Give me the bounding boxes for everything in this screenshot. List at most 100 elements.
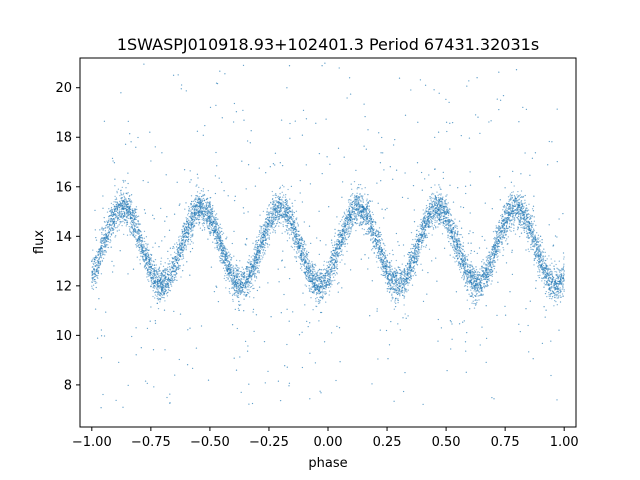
data-point xyxy=(201,218,203,221)
data-point xyxy=(291,209,293,211)
data-point xyxy=(536,250,538,252)
data-point xyxy=(313,273,315,275)
data-point xyxy=(410,248,412,250)
data-point xyxy=(286,225,289,227)
data-point xyxy=(146,244,148,246)
data-point xyxy=(428,223,430,225)
data-point xyxy=(556,267,558,269)
data-point xyxy=(417,244,419,247)
data-point xyxy=(256,247,259,250)
data-point xyxy=(141,238,144,240)
data-point xyxy=(334,270,336,272)
data-point xyxy=(429,215,431,218)
data-point xyxy=(395,287,397,289)
data-point xyxy=(208,231,210,233)
data-point xyxy=(155,264,157,266)
data-point xyxy=(285,229,288,231)
data-point xyxy=(158,287,160,289)
data-point xyxy=(426,215,428,217)
data-point xyxy=(537,234,540,236)
data-point xyxy=(494,236,496,239)
data-point xyxy=(434,218,436,220)
data-point xyxy=(190,234,192,236)
data-point xyxy=(147,253,149,255)
data-point xyxy=(509,229,511,231)
data-point xyxy=(359,221,362,223)
data-point xyxy=(343,229,345,232)
data-point xyxy=(152,270,154,273)
data-point xyxy=(94,281,97,283)
data-point xyxy=(417,247,420,249)
data-point xyxy=(321,277,323,279)
data-point xyxy=(380,273,382,276)
data-point xyxy=(559,275,561,277)
data-point xyxy=(463,275,465,277)
data-point xyxy=(110,234,113,236)
data-point xyxy=(407,284,409,286)
data-point xyxy=(472,293,474,295)
data-point xyxy=(108,208,110,210)
data-point xyxy=(341,253,343,256)
data-point xyxy=(381,239,384,241)
data-point xyxy=(473,290,475,292)
data-point xyxy=(401,273,403,276)
data-point xyxy=(216,248,218,250)
data-point xyxy=(183,247,186,249)
data-point xyxy=(563,263,565,265)
data-point xyxy=(254,280,256,282)
data-point xyxy=(523,202,525,205)
data-point xyxy=(140,249,143,251)
data-point xyxy=(320,273,322,276)
data-point xyxy=(550,279,553,281)
data-point xyxy=(455,224,457,226)
data-point xyxy=(234,294,236,296)
data-point xyxy=(418,250,420,252)
data-point xyxy=(117,225,119,227)
data-point xyxy=(456,227,458,230)
data-point xyxy=(562,285,564,287)
data-point xyxy=(356,188,358,190)
data-point xyxy=(557,292,559,294)
data-point xyxy=(350,229,352,231)
data-point xyxy=(164,285,167,288)
data-point xyxy=(187,222,189,225)
data-point xyxy=(496,238,498,241)
data-point xyxy=(136,208,138,211)
data-point xyxy=(499,235,501,237)
data-point xyxy=(518,211,520,213)
data-point xyxy=(209,234,211,236)
data-point xyxy=(163,269,166,272)
data-point xyxy=(466,279,468,281)
data-point xyxy=(230,263,232,266)
data-point xyxy=(125,199,127,202)
data-point xyxy=(472,300,474,302)
data-point xyxy=(542,258,545,260)
data-point xyxy=(551,272,553,274)
data-point xyxy=(554,296,556,299)
data-point xyxy=(258,235,260,238)
data-point xyxy=(403,292,405,294)
data-point xyxy=(293,231,295,233)
data-point xyxy=(385,263,387,265)
data-point xyxy=(371,228,374,230)
data-point xyxy=(488,280,490,282)
data-point xyxy=(367,221,370,224)
data-point xyxy=(275,193,277,195)
data-point xyxy=(364,211,367,213)
data-point xyxy=(466,281,468,284)
data-point xyxy=(202,217,205,219)
data-point xyxy=(235,288,238,290)
data-point xyxy=(351,226,353,228)
data-point xyxy=(468,282,471,285)
data-point xyxy=(457,250,459,252)
data-point xyxy=(554,260,556,262)
data-point xyxy=(446,229,448,231)
data-point xyxy=(308,287,310,289)
data-point xyxy=(321,269,323,271)
data-point xyxy=(325,286,327,288)
data-point xyxy=(281,206,283,209)
data-point xyxy=(228,254,231,257)
data-point xyxy=(526,213,528,215)
data-point xyxy=(268,237,270,239)
data-point xyxy=(226,276,228,279)
